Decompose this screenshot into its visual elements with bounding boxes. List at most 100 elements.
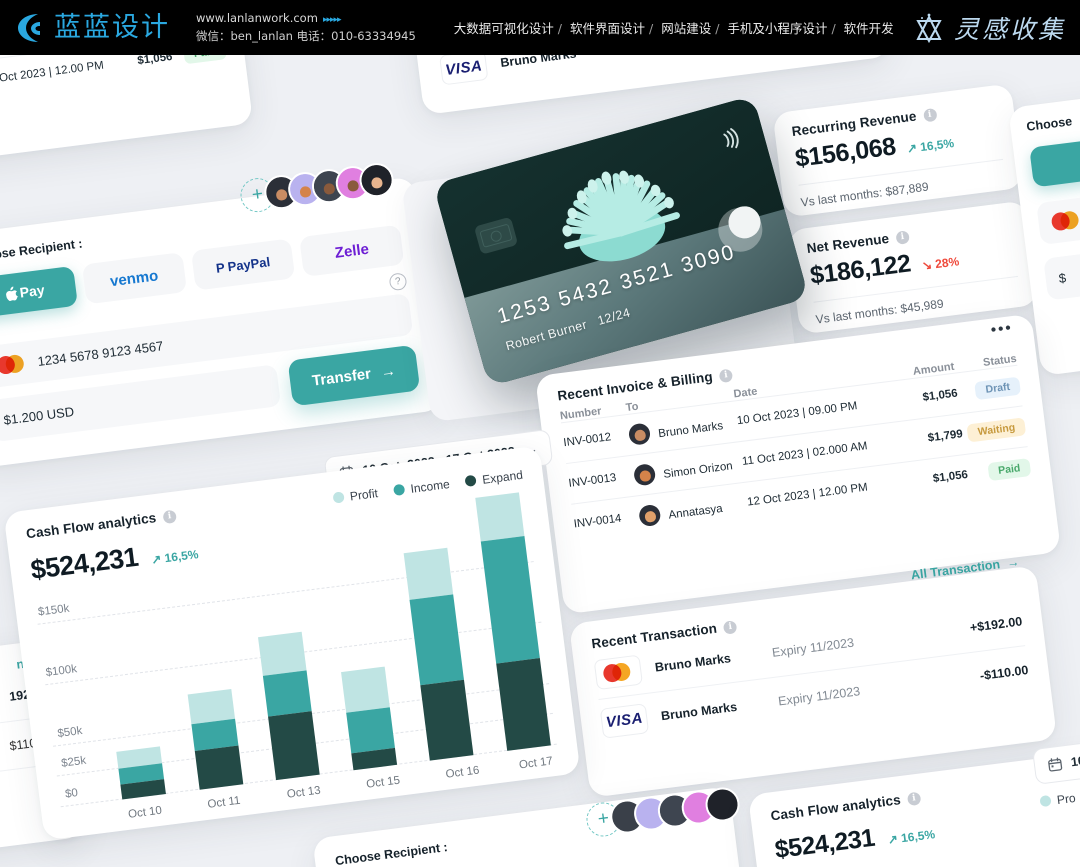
contact-info: www.lanlanwork.com ▸▸▸▸▸ 微信：ben_lanlan 电话… <box>196 10 416 46</box>
mastercard-icon <box>593 654 644 691</box>
invoice-recipient: Annatasya <box>638 492 748 527</box>
y-tick: $100k <box>45 663 78 680</box>
calendar-icon <box>1048 757 1063 772</box>
tx-amount: +$192.00 <box>969 614 1023 635</box>
kpi-value: $186,122 <box>808 249 913 290</box>
inspiration-logo-icon <box>916 13 942 43</box>
chart-total: $524,231 <box>28 541 140 586</box>
bar-group <box>95 492 551 800</box>
invoice-amount: $1,056 <box>921 387 959 404</box>
bar-oct-15[interactable] <box>340 666 397 771</box>
payment-method-paypal[interactable]: P PayPal <box>190 238 296 291</box>
invoice-number: INV-0013 <box>567 471 618 490</box>
y-tick: $0 <box>64 787 79 801</box>
info-icon[interactable]: i <box>718 368 734 384</box>
kpi-delta: ↘ 28% <box>921 254 960 273</box>
contactless-icon <box>723 128 739 149</box>
bar-oct-16[interactable] <box>404 547 474 761</box>
apple-icon <box>6 286 19 302</box>
tx-expiry: Expiry 11/2023 <box>771 635 855 660</box>
lanlan-logo: 蓝蓝设计 <box>14 11 170 45</box>
wechat-phone: 微信：ben_lanlan 电话：010-63334945 <box>196 28 416 43</box>
invoice-amount: $1,799 <box>927 428 964 445</box>
info-icon[interactable]: i <box>162 509 177 525</box>
status-badge: Paid <box>967 457 1032 484</box>
status-badge: Waiting <box>962 417 1027 443</box>
cash-flow-chart-card: Cash Flow analytics i $524,231 ↗ 16,5% Pr… <box>3 445 581 841</box>
kpi-card-net-revenue: Net Revenue i $186,122 ↘ 28% Vs last mont… <box>787 200 1039 335</box>
invoice-date: 10 Oct 2023 | 09.00 PM <box>736 400 859 428</box>
lanlan-logo-icon <box>14 11 48 45</box>
choose-recipient-label: Choose Recipient : <box>0 236 84 265</box>
info-icon[interactable]: i <box>906 791 922 807</box>
tx-name: Bruno Marks <box>660 699 738 723</box>
ellipsis-icon[interactable]: ••• <box>989 319 1014 339</box>
mastercard-icon <box>0 352 28 376</box>
tx-expiry: Expiry 11/2023 <box>777 683 861 708</box>
status-badge: Draft <box>956 376 1022 403</box>
payment-method-active[interactable] <box>1029 135 1080 188</box>
kpi-delta: ↗ 16,5% <box>906 135 955 156</box>
x-tick: Oct 10 <box>127 804 163 821</box>
transfer-card: Choose Recipient : + Pay <box>0 161 443 469</box>
avatar <box>638 503 662 527</box>
watermark-bar: 蓝蓝设计 www.lanlanwork.com ▸▸▸▸▸ 微信：ben_lanl… <box>0 0 1080 55</box>
invoice-amount: $1,056 <box>932 468 969 486</box>
y-tick: $50k <box>56 724 84 740</box>
kpi-card-recurring-revenue: Recurring Revenue i $156,068 ↗ 16,5% Vs l… <box>772 83 1024 218</box>
info-icon[interactable]: i <box>895 230 910 245</box>
arrows-icon: ▸▸▸▸▸ <box>322 14 342 25</box>
card-number-field[interactable] <box>1036 177 1080 245</box>
invoice-recipient: Bruno Marks <box>627 411 738 446</box>
card-number-value: 1234 5678 9123 4567 <box>36 337 165 369</box>
legend-item-expand[interactable]: Expand <box>464 468 524 489</box>
bottom-date-range-picker[interactable]: 10 <box>1031 741 1080 785</box>
bar-oct-11[interactable] <box>187 689 243 790</box>
mastercard-icon <box>1050 209 1080 233</box>
info-icon[interactable]: i <box>723 620 738 635</box>
choose-label: Choose <box>1025 114 1073 134</box>
chart-delta: ↗ 16,5% <box>886 827 936 847</box>
kpi-value: $156,068 <box>793 132 898 173</box>
services-list: 大数据可视化设计 / 软件界面设计 / 网站建设 / 手机及小程序设计 / 软件开发 <box>453 21 894 36</box>
x-tick: Oct 13 <box>286 784 322 801</box>
recipient-avatars[interactable]: + <box>238 161 396 215</box>
bar-oct-13[interactable] <box>258 631 320 781</box>
date-range-value: 10 <box>1070 753 1080 770</box>
legend-item-income[interactable]: Income <box>392 477 450 498</box>
credit-card[interactable]: 1253 5432 3521 3090 Robert Burner 12/24 <box>432 95 810 387</box>
arrow-right-icon: → <box>379 361 397 381</box>
amount-value: $1.200 USD <box>2 403 75 428</box>
visa-icon: VISA <box>439 49 489 86</box>
bar-oct-10[interactable] <box>116 746 166 800</box>
invoice-date: 12 Oct 2023 | 12.00 PM <box>746 481 869 509</box>
info-icon[interactable]: i <box>922 107 938 123</box>
paypal-icon: P <box>215 259 226 276</box>
payment-method-zelle[interactable]: Zelle <box>299 224 405 277</box>
invoice-recipient: Simon Orizon <box>633 452 743 487</box>
y-tick: $150k <box>37 602 71 619</box>
avatar <box>627 421 652 446</box>
tx-amount: -$110.00 <box>979 662 1030 683</box>
invoice-number: INV-0014 <box>573 512 623 531</box>
website-url: www.lanlanwork.com <box>196 10 318 25</box>
inspiration-brand: 灵感收集 <box>913 10 1066 46</box>
chart-title: Cash Flow analytics i <box>25 505 194 541</box>
avatar <box>633 462 657 487</box>
tx-name: Bruno Marks <box>654 651 732 675</box>
coral-graphic <box>562 170 680 262</box>
inspiration-brand-text: 灵感收集 <box>953 14 1066 44</box>
legend-item-profit[interactable]: Profit <box>332 486 379 506</box>
x-tick: Oct 16 <box>444 764 481 781</box>
x-tick: Oct 15 <box>365 774 401 791</box>
invoice-date: 11 Oct 2023 | 02.000 AM <box>741 440 869 468</box>
y-tick: $25k <box>60 755 87 771</box>
lanlan-logo-text: 蓝蓝设计 <box>54 12 170 43</box>
question-mark-icon[interactable]: ? <box>388 272 408 292</box>
payment-method-venmo[interactable]: venmo <box>81 252 187 305</box>
payment-method-apple-pay[interactable]: Pay <box>0 265 78 319</box>
transfer-button[interactable]: Transfer → <box>287 344 421 407</box>
invoice-date: 12 Oct 2023 | 12.00 PM <box>0 59 105 87</box>
visa-icon: VISA <box>599 702 650 739</box>
